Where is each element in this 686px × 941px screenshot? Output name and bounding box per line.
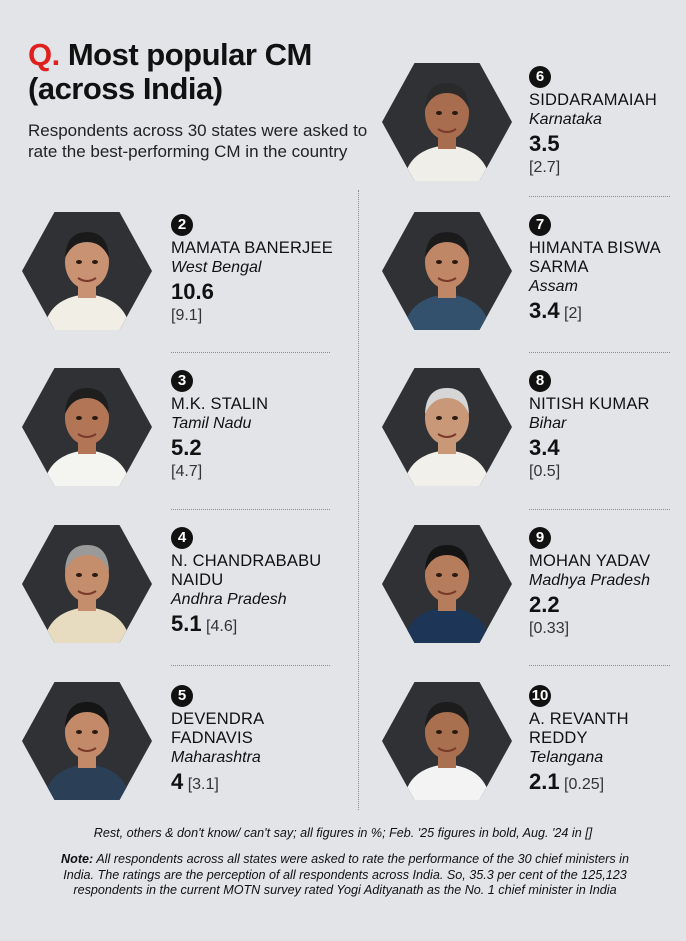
rating-values: 3.5 [2.7]: [529, 132, 679, 180]
cm-portrait: [22, 212, 152, 330]
cm-name: NITISH KUMAR: [529, 395, 650, 413]
title-text: Most popular CM (across India): [28, 37, 312, 106]
rating-values: 2.2 [0.33]: [529, 593, 684, 641]
rating-values: 2.1 [0.25]: [529, 770, 659, 797]
cm-state: Assam: [529, 278, 578, 295]
cm-info: 7 HIMANTA BISWA SARMA Assam 3.4 [2]: [529, 214, 679, 326]
cm-portrait: [382, 682, 512, 800]
cm-name: DEVENDRA FADNAVIS: [171, 710, 264, 747]
rating-values: 10.6 [9.1]: [171, 280, 351, 328]
cm-portrait: [382, 525, 512, 643]
row-divider: [529, 196, 670, 197]
footnote: Rest, others & don't know/ can't say; al…: [93, 826, 593, 840]
cm-state: Maharashtra: [171, 749, 261, 766]
cm-portrait: [22, 525, 152, 643]
cm-info: 4 N. CHANDRABABU NAIDU Andhra Pradesh 5.1 […: [171, 527, 351, 639]
row-divider: [171, 509, 330, 510]
rating-aug-24: [9.1]: [171, 307, 203, 324]
cm-portrait: [382, 212, 512, 330]
rank-badge: 10: [529, 685, 551, 707]
cm-state: Bihar: [529, 415, 567, 432]
rating-values: 3.4 [2]: [529, 299, 679, 326]
rating-aug-24: [2.7]: [529, 159, 561, 176]
rating-values: 3.4 [0.5]: [529, 436, 679, 484]
rating-feb-25: 5.2: [171, 435, 202, 460]
cm-state: Tamil Nadu: [171, 415, 252, 432]
rating-aug-24: [2]: [564, 305, 582, 322]
cm-name: SIDDARAMAIAH: [529, 91, 658, 109]
row-divider: [529, 509, 670, 510]
cm-state: Madhya Pradesh: [529, 572, 650, 589]
rating-aug-24: [0.33]: [529, 620, 570, 637]
rating-values: 4 [3.1]: [171, 770, 301, 797]
cm-name: HIMANTA BISWA SARMA: [529, 239, 660, 276]
cm-info: 3 M.K. STALIN Tamil Nadu 5.2 [4.7]: [171, 370, 351, 484]
rating-feb-25: 4: [171, 769, 184, 794]
cm-info: 10 A. REVANTH REDDY Telangana 2.1 [0.25]: [529, 685, 659, 797]
cm-state: Telangana: [529, 749, 604, 766]
rank-badge: 8: [529, 370, 551, 392]
column-divider: [358, 190, 359, 810]
row-divider: [529, 352, 670, 353]
cm-info: 8 NITISH KUMAR Bihar 3.4 [0.5]: [529, 370, 679, 484]
note: Note: All respondents across all states …: [60, 852, 630, 899]
chart-subtitle: Respondents across 30 states were asked …: [28, 121, 368, 161]
rating-feb-25: 3.5: [529, 131, 560, 156]
rating-feb-25: 2.2: [529, 592, 560, 617]
rating-aug-24: [0.5]: [529, 463, 561, 480]
cm-state: Karnataka: [529, 111, 602, 128]
cm-name: M.K. STALIN: [171, 395, 269, 413]
cm-state: Andhra Pradesh: [171, 591, 287, 608]
rating-aug-24: [3.1]: [187, 776, 219, 793]
cm-name: MAMATA BANERJEE: [171, 239, 333, 257]
question-label: Q.: [28, 37, 60, 72]
rank-badge: 9: [529, 527, 551, 549]
row-divider: [171, 665, 330, 666]
rating-feb-25: 3.4: [529, 435, 560, 460]
chart-title: Q. Most popular CM (across India): [28, 38, 358, 106]
rating-aug-24: [4.6]: [206, 618, 238, 635]
rank-badge: 2: [171, 214, 193, 236]
rank-badge: 7: [529, 214, 551, 236]
rank-badge: 6: [529, 66, 551, 88]
rating-feb-25: 10.6: [171, 279, 214, 304]
cm-portrait: [382, 368, 512, 486]
note-label: Note:: [61, 852, 94, 866]
row-divider: [529, 665, 670, 666]
rank-badge: 4: [171, 527, 193, 549]
cm-info: 9 MOHAN YADAV Madhya Pradesh 2.2 [0.33]: [529, 527, 684, 641]
cm-info: 6 SIDDARAMAIAH Karnataka 3.5 [2.7]: [529, 66, 679, 180]
cm-state: West Bengal: [171, 259, 262, 276]
cm-name: MOHAN YADAV: [529, 552, 651, 570]
rating-feb-25: 2.1: [529, 769, 560, 794]
rank-badge: 5: [171, 685, 193, 707]
cm-portrait: [22, 368, 152, 486]
rating-feb-25: 3.4: [529, 298, 560, 323]
rating-feb-25: 5.1: [171, 611, 202, 636]
rating-values: 5.1 [4.6]: [171, 612, 351, 639]
cm-portrait: [382, 63, 512, 181]
rating-values: 5.2 [4.7]: [171, 436, 351, 484]
rank-badge: 3: [171, 370, 193, 392]
cm-name: N. CHANDRABABU NAIDU: [171, 552, 322, 589]
rating-aug-24: [0.25]: [564, 776, 605, 793]
cm-info: 5 DEVENDRA FADNAVIS Maharashtra 4 [3.1]: [171, 685, 301, 797]
cm-portrait: [22, 682, 152, 800]
cm-info: 2 MAMATA BANERJEE West Bengal 10.6 [9.1]: [171, 214, 351, 328]
row-divider: [171, 352, 330, 353]
rating-aug-24: [4.7]: [171, 463, 203, 480]
note-text: All respondents across all states were a…: [63, 852, 629, 897]
cm-name: A. REVANTH REDDY: [529, 710, 629, 747]
